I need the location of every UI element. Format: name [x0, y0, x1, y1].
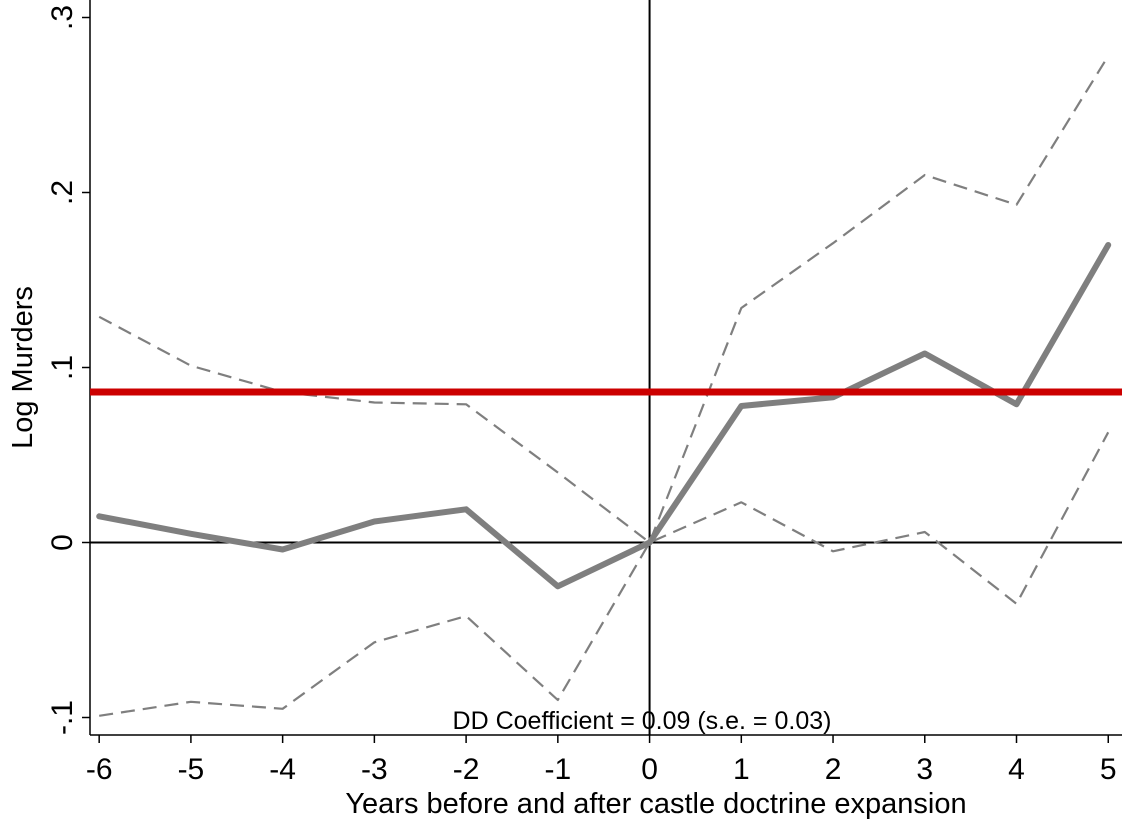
dd-coefficient-annotation: DD Coefficient = 0.09 (s.e. = 0.03) [453, 707, 832, 735]
series-line-upper [98, 55, 1110, 544]
y-tick-label: 0 [46, 534, 79, 551]
series-line-estimate [96, 242, 1112, 590]
x-tick-label: 5 [1100, 753, 1117, 786]
y-tick-label: .2 [46, 180, 79, 205]
y-tick-label: .3 [46, 5, 79, 30]
x-tick-label: -1 [544, 753, 571, 786]
x-tick-label: -3 [361, 753, 388, 786]
series-line-lower [99, 431, 1110, 717]
x-tick-label: 1 [733, 753, 750, 786]
x-axis-title: Years before and after castle doctrine e… [345, 788, 966, 820]
y-tick-label: .1 [46, 355, 79, 380]
x-tick-label: -5 [178, 753, 205, 786]
x-tick-label: 2 [825, 753, 842, 786]
x-tick-label: -6 [86, 753, 113, 786]
x-tick-label: 3 [916, 753, 933, 786]
x-tick-label: -2 [453, 753, 480, 786]
y-tick-label: -.1 [46, 700, 79, 735]
y-axis-title: Log Murders [7, 286, 39, 449]
x-tick-label: -4 [269, 753, 296, 786]
x-tick-label: 4 [1008, 753, 1025, 786]
x-tick-label: 0 [641, 753, 658, 786]
